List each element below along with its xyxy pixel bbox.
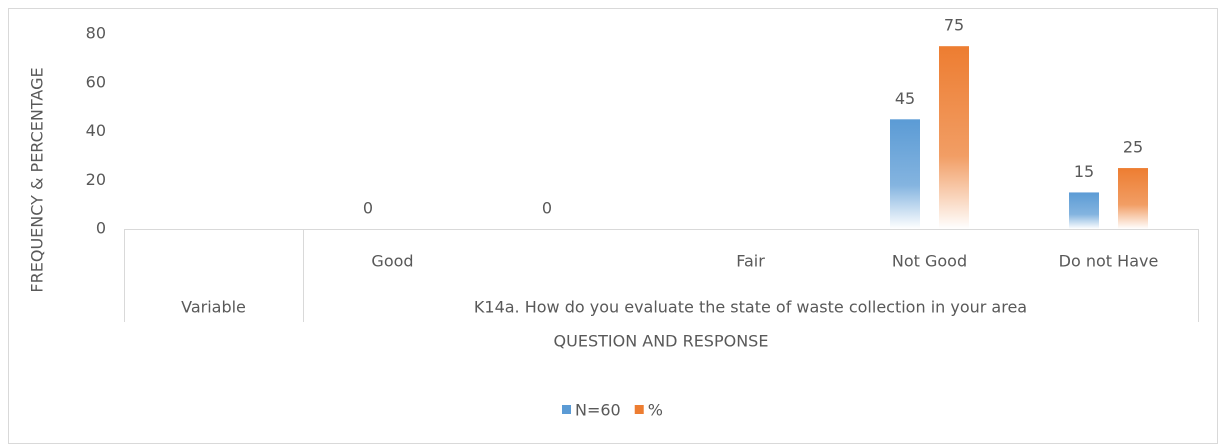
x-axis-title: QUESTION AND RESPONSE (554, 332, 769, 351)
data-label: 0 (363, 199, 373, 218)
bar (890, 119, 920, 229)
legend-label: % (648, 401, 663, 420)
chart-border (8, 8, 1218, 444)
bar (1069, 192, 1099, 229)
legend-swatch (562, 405, 571, 414)
bar (1118, 168, 1148, 229)
data-label: 45 (895, 89, 915, 108)
x-tick-label: Good (371, 252, 413, 271)
data-label: 0 (542, 199, 552, 218)
legend-swatch (634, 405, 644, 414)
bar (939, 46, 969, 229)
x-tick-label: Fair (736, 252, 765, 271)
y-tick-label: 0 (96, 219, 106, 238)
legend-label: N=60 (575, 401, 621, 420)
x-tick-label: Do not Have (1059, 252, 1159, 271)
data-label: 15 (1074, 162, 1094, 181)
y-axis-title: FREQUENCY & PERCENTAGE (28, 67, 47, 292)
y-tick-label: 20 (86, 170, 106, 189)
data-label: 25 (1123, 138, 1143, 157)
y-tick-label: 40 (86, 121, 106, 140)
y-tick-label: 80 (86, 24, 106, 43)
y-tick-label: 60 (86, 72, 106, 91)
group-label: Variable (181, 298, 246, 317)
data-label: 75 (944, 16, 964, 35)
x-tick-label: Not Good (892, 252, 967, 271)
group-label: K14a. How do you evaluate the state of w… (474, 298, 1027, 317)
